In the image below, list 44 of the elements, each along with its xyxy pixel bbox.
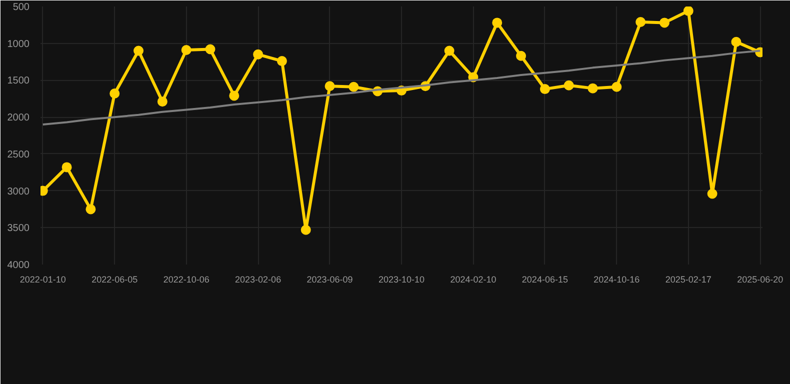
point xyxy=(444,46,454,56)
point xyxy=(300,224,311,235)
x-tick-label: 2022-06-05 xyxy=(92,274,138,284)
point xyxy=(62,162,72,172)
point xyxy=(707,188,718,199)
x-tick-label: 2025-06-20 xyxy=(737,274,784,284)
x-tick-label: 2025-02-17 xyxy=(665,274,712,284)
point xyxy=(229,90,240,101)
point xyxy=(348,82,359,92)
point xyxy=(588,83,598,94)
x-tick-label: 2024-02-10 xyxy=(450,274,496,284)
point xyxy=(205,44,216,54)
point xyxy=(659,18,670,28)
point xyxy=(157,96,168,107)
x-tick-label: 2022-10-06 xyxy=(163,274,210,284)
point xyxy=(324,81,335,92)
point xyxy=(276,56,287,66)
point xyxy=(564,80,574,90)
point xyxy=(636,16,646,27)
y-tick-label: 4000 xyxy=(7,260,30,271)
point xyxy=(612,82,622,92)
point xyxy=(86,204,96,214)
y-tick-label: 1500 xyxy=(7,76,30,87)
y-tick-label: 3000 xyxy=(7,186,30,198)
point xyxy=(683,6,694,16)
y-tick-label: 1000 xyxy=(7,38,30,50)
x-tick-label: 2023-06-09 xyxy=(306,274,353,284)
x-tick-label: 2023-02-06 xyxy=(235,274,282,284)
x-tick-label: 2023-10-10 xyxy=(378,274,425,284)
point xyxy=(492,18,502,28)
y-tick-label: 500 xyxy=(12,2,30,13)
x-tick-label: 2024-06-15 xyxy=(522,274,568,284)
point xyxy=(253,49,264,60)
point xyxy=(181,45,192,55)
y-tick-label: 2500 xyxy=(7,149,30,160)
point xyxy=(540,84,550,94)
y-tick-label: 3500 xyxy=(7,223,30,234)
x-tick-label: 2022-01-10 xyxy=(20,274,66,284)
point xyxy=(731,36,742,47)
y-tick-label: 2000 xyxy=(7,112,30,124)
x-tick-label: 2024-10-16 xyxy=(594,274,640,284)
point xyxy=(134,46,144,56)
point xyxy=(516,50,526,61)
point xyxy=(110,88,120,98)
